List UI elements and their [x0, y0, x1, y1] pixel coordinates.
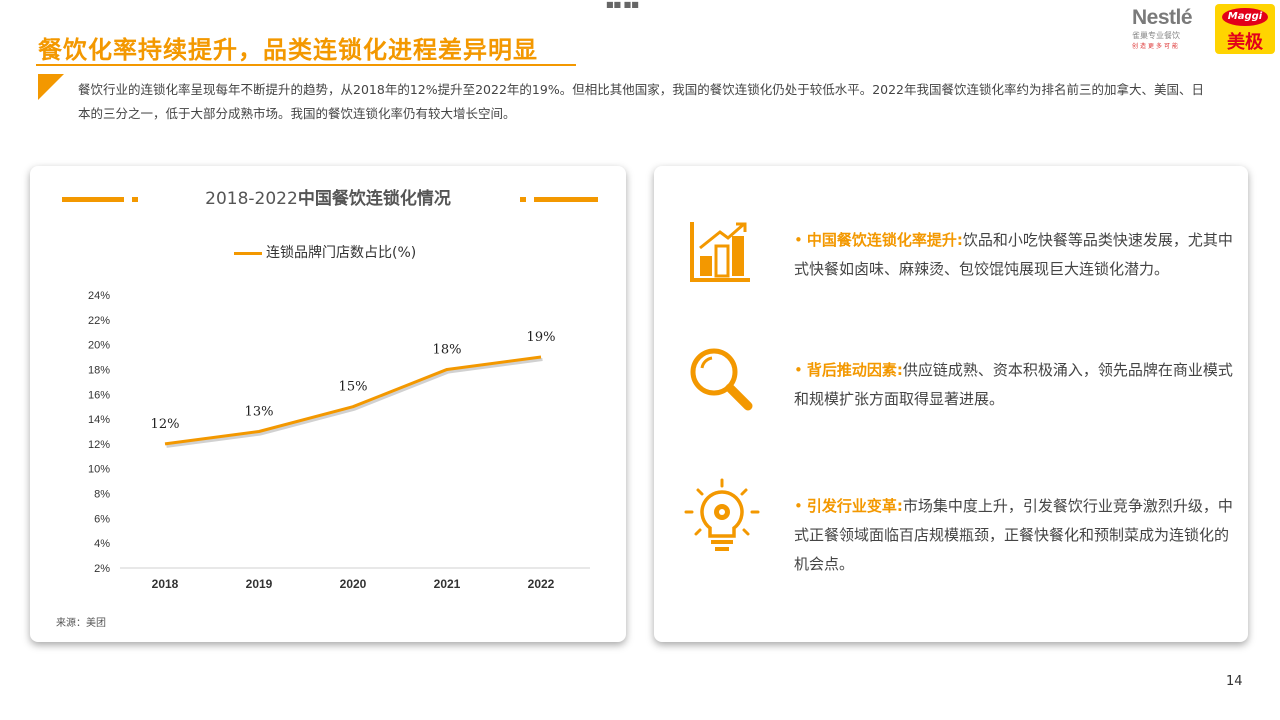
x-tick-label: 2022 [528, 577, 555, 591]
y-tick-label: 16% [88, 389, 110, 401]
nestle-brand-text: Nestlé [1132, 6, 1193, 29]
y-tick-label: 14% [88, 414, 110, 426]
nestle-tagline: 创造更多可能 [1132, 43, 1181, 50]
title-deco-left-short [132, 197, 138, 202]
page-number: 14 [1226, 674, 1243, 689]
lightbulb-gear-icon [684, 478, 760, 551]
insight-text-2: 供应链成熟、资本积极涌入，领先品牌在商业模式和规模扩张方面取得显著进展。 [794, 361, 1233, 408]
maggi-logo: Maggi 美极 [1215, 4, 1275, 54]
page-title: 餐饮化率持续提升，品类连锁化进程差异明显 [38, 36, 538, 64]
y-tick-label: 2% [94, 563, 110, 575]
insight-text-3: 市场集中度上升，引发餐饮行业竞争激烈升级，中式正餐领域面临百店规模瓶颈，正餐快餐… [794, 497, 1233, 573]
bullet: • [794, 231, 803, 249]
y-tick-label: 8% [94, 489, 110, 501]
y-tick-label: 6% [94, 513, 110, 525]
magnifier-icon [690, 348, 753, 411]
data-label: 19% [527, 330, 556, 345]
y-tick-label: 18% [88, 364, 110, 376]
chart-title: 2018-2022中国餐饮连锁化情况 [30, 184, 626, 209]
y-tick-label: 22% [88, 315, 110, 327]
title-deco-right-long [534, 197, 598, 202]
bar-chart-growth-icon [690, 222, 750, 282]
bullet: • [794, 361, 803, 379]
intro-paragraph: 餐饮行业的连锁化率呈现每年不断提升的趋势，从2018年的12%提升至2022年的… [78, 82, 1205, 121]
x-tick-label: 2018 [152, 577, 179, 591]
data-label: 13% [245, 405, 274, 420]
series-line [164, 355, 542, 446]
maggi-cn-text: 美极 [1227, 32, 1263, 53]
title-underline [36, 64, 576, 66]
bullet: • [794, 497, 803, 515]
line-chart: 2% 4% 6% 8% 10% 12% 14% 16% 18% 20% 22% 24% 2018 2019… [88, 290, 590, 591]
insight-item-3: • 引发行业变革:市场集中度上升，引发餐饮行业竞争激烈升级，中式正餐领域面临百店规… [794, 492, 1234, 579]
insight-text-1: 饮品和小吃快餐等品类快速发展，尤其中式快餐如卤味、麻辣烫、包饺馄饨展现巨大连锁化… [794, 231, 1233, 278]
y-tick-label: 12% [88, 439, 110, 451]
insight-highlight-3: 引发行业变革: [806, 497, 903, 515]
header-mark: ■■ ■■ [606, 0, 639, 9]
chart-title-bold: 中国餐饮连锁化情况 [297, 189, 451, 209]
nestle-sub-text: 雀巢专业餐饮 [1132, 31, 1180, 40]
y-tick-label: 10% [88, 464, 110, 476]
insight-item-2: • 背后推动因素:供应链成熟、资本积极涌入，领先品牌在商业模式和规模扩张方面取得显… [794, 356, 1234, 414]
insight-item-1: • 中国餐饮连锁化率提升:饮品和小吃快餐等品类快速发展，尤其中式快餐如卤味、麻辣烫… [794, 226, 1234, 284]
chart-legend: 连锁品牌门店数占比(%) [234, 242, 416, 262]
chart-card: 2018-2022中国餐饮连锁化情况 连锁品牌门店数占比(%) 2% 4% 6% 8%… [30, 166, 626, 642]
series-line-shadow [166, 358, 543, 448]
x-tick-label: 2020 [340, 577, 367, 591]
y-tick-label: 4% [94, 538, 110, 550]
legend-label: 连锁品牌门店数占比(%) [266, 245, 417, 261]
insight-highlight-1: 中国餐饮连锁化率提升: [806, 231, 963, 249]
x-tick-label: 2021 [434, 577, 461, 591]
data-label: 15% [339, 380, 368, 395]
legend-line-swatch [234, 251, 262, 255]
x-tick-label: 2019 [246, 577, 273, 591]
title-deco-right-short [520, 197, 526, 202]
data-label: 18% [433, 342, 462, 357]
y-tick-label: 20% [88, 340, 110, 352]
insight-highlight-2: 背后推动因素: [806, 361, 903, 379]
y-tick-label: 24% [88, 290, 110, 302]
nestle-logo: Nestlé 雀巢专业餐饮 创造更多可能 [1132, 6, 1208, 54]
intro-triangle-icon [38, 74, 64, 100]
title-deco-left-long [62, 197, 124, 202]
maggi-brand-text: Maggi [1222, 8, 1268, 26]
data-label: 12% [151, 417, 180, 432]
chart-title-prefix: 2018-2022 [205, 189, 298, 209]
insights-card: • 中国餐饮连锁化率提升:饮品和小吃快餐等品类快速发展，尤其中式快餐如卤味、麻辣烫… [654, 166, 1248, 642]
chart-source: 来源：美团 [56, 618, 106, 629]
